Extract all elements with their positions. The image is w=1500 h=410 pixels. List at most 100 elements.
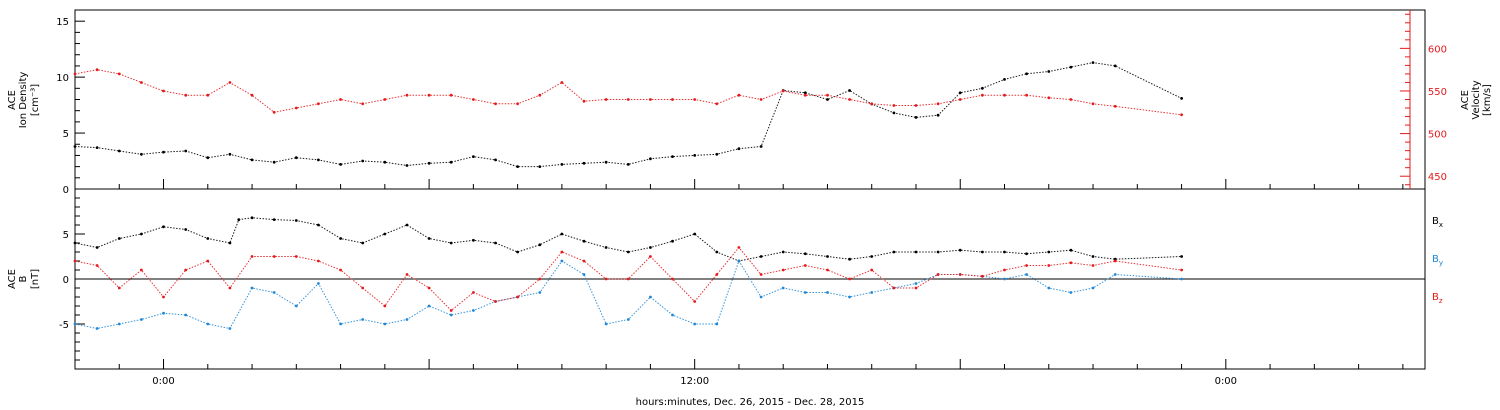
density-point [228,152,232,156]
velocity-point [449,93,453,97]
by-point [1180,277,1183,281]
velocity-point [162,89,165,93]
x-axis-title: hours:minutes, Dec. 26, 2015 - Dec. 28, … [636,397,865,408]
bz-point [848,277,851,281]
legend-by-main: B [1432,254,1439,265]
legend-bz: Bz [1432,292,1443,305]
by-point [693,322,697,326]
bz-point [95,264,99,267]
bx-point [1003,250,1006,254]
bx-point [405,223,409,227]
bz-point [427,286,431,290]
velocity-point [228,81,232,84]
density-point [560,163,564,166]
bx-point [140,232,143,236]
by-point [317,282,320,285]
by-point [538,291,542,294]
by-point [162,311,165,315]
velocity-point [206,93,210,97]
velocity-point [693,98,697,101]
by-point [914,282,918,285]
by-point [73,322,77,326]
bx-point [1047,250,1051,254]
bx-point [626,250,630,254]
bz-point [449,309,453,312]
velocity-point [582,99,586,103]
density-point [1047,70,1051,73]
bz-point [693,300,697,303]
by-point [427,304,431,308]
velocity-point [826,93,829,97]
bx-point [339,237,342,240]
density-point [1180,97,1183,100]
velocity-axis-label: ACE Velocity [km/s] [1460,80,1493,119]
bx-point [604,246,608,249]
density-point [737,147,741,151]
bx-point [1091,255,1095,258]
bx-point [95,246,99,249]
b-axis-label-line1: ACE [7,269,18,289]
bx-point [228,241,232,245]
bx-point [206,237,210,240]
bx-point [958,248,962,252]
density-point [449,160,453,164]
bx-point [1025,252,1028,256]
top-panel-frame [74,9,1426,190]
bx-point [250,216,254,220]
velocity-point [472,98,475,101]
bz-point [516,295,519,299]
bx-point [294,219,298,222]
by-point [1091,286,1095,290]
bz-point [1180,268,1183,272]
bx-point [803,252,807,256]
velocity-point [272,110,276,114]
bx-point [1180,255,1183,258]
by-point [449,313,453,317]
bz-point [582,259,586,263]
bx-trace [74,217,1182,262]
density-point [759,145,763,148]
by-point [826,291,829,294]
velocity-point [494,102,497,106]
velocity-axis-label-line3: [km/s] [1482,84,1493,116]
bz-point [250,255,254,258]
velocity-point [936,102,940,106]
density-point [604,160,608,164]
bx-point [1069,248,1073,252]
by-point [737,259,741,263]
density-point [1113,64,1117,68]
velocity-axis-ticks: 450 500 550 600 [1400,10,1447,189]
density-axis-ticks: 0 5 10 15 [56,9,85,196]
density-point [936,113,940,117]
velocity-point [339,98,342,101]
bx-point [981,250,984,254]
by-point [140,318,143,321]
bz-point [538,277,542,281]
density-trace [74,62,1182,168]
legend-bz-main: B [1432,292,1439,303]
density-point [649,157,652,161]
bz-point [383,304,387,308]
velocity-point [427,93,431,97]
bz-point [671,277,674,281]
by-point [781,286,785,290]
velocity-point [405,93,409,97]
velocity-point [516,102,519,106]
density-point [958,91,962,95]
bz-point [1069,261,1073,265]
velocity-point [538,93,542,97]
time-tick-label: 12:00 [680,376,709,387]
by-point [472,309,475,312]
bx-point [516,250,519,254]
bx-point [892,250,896,254]
density-point [892,111,896,115]
bz-point [294,255,298,258]
bx-point [184,228,188,231]
density-point [626,163,630,166]
density-tick-label: 0 [63,185,69,196]
bz-point [184,268,188,272]
bz-point [870,268,874,272]
b-tick-label: -5 [59,320,69,331]
velocity-tick-label: 500 [1428,130,1447,141]
velocity-tick-label: 450 [1428,172,1447,183]
